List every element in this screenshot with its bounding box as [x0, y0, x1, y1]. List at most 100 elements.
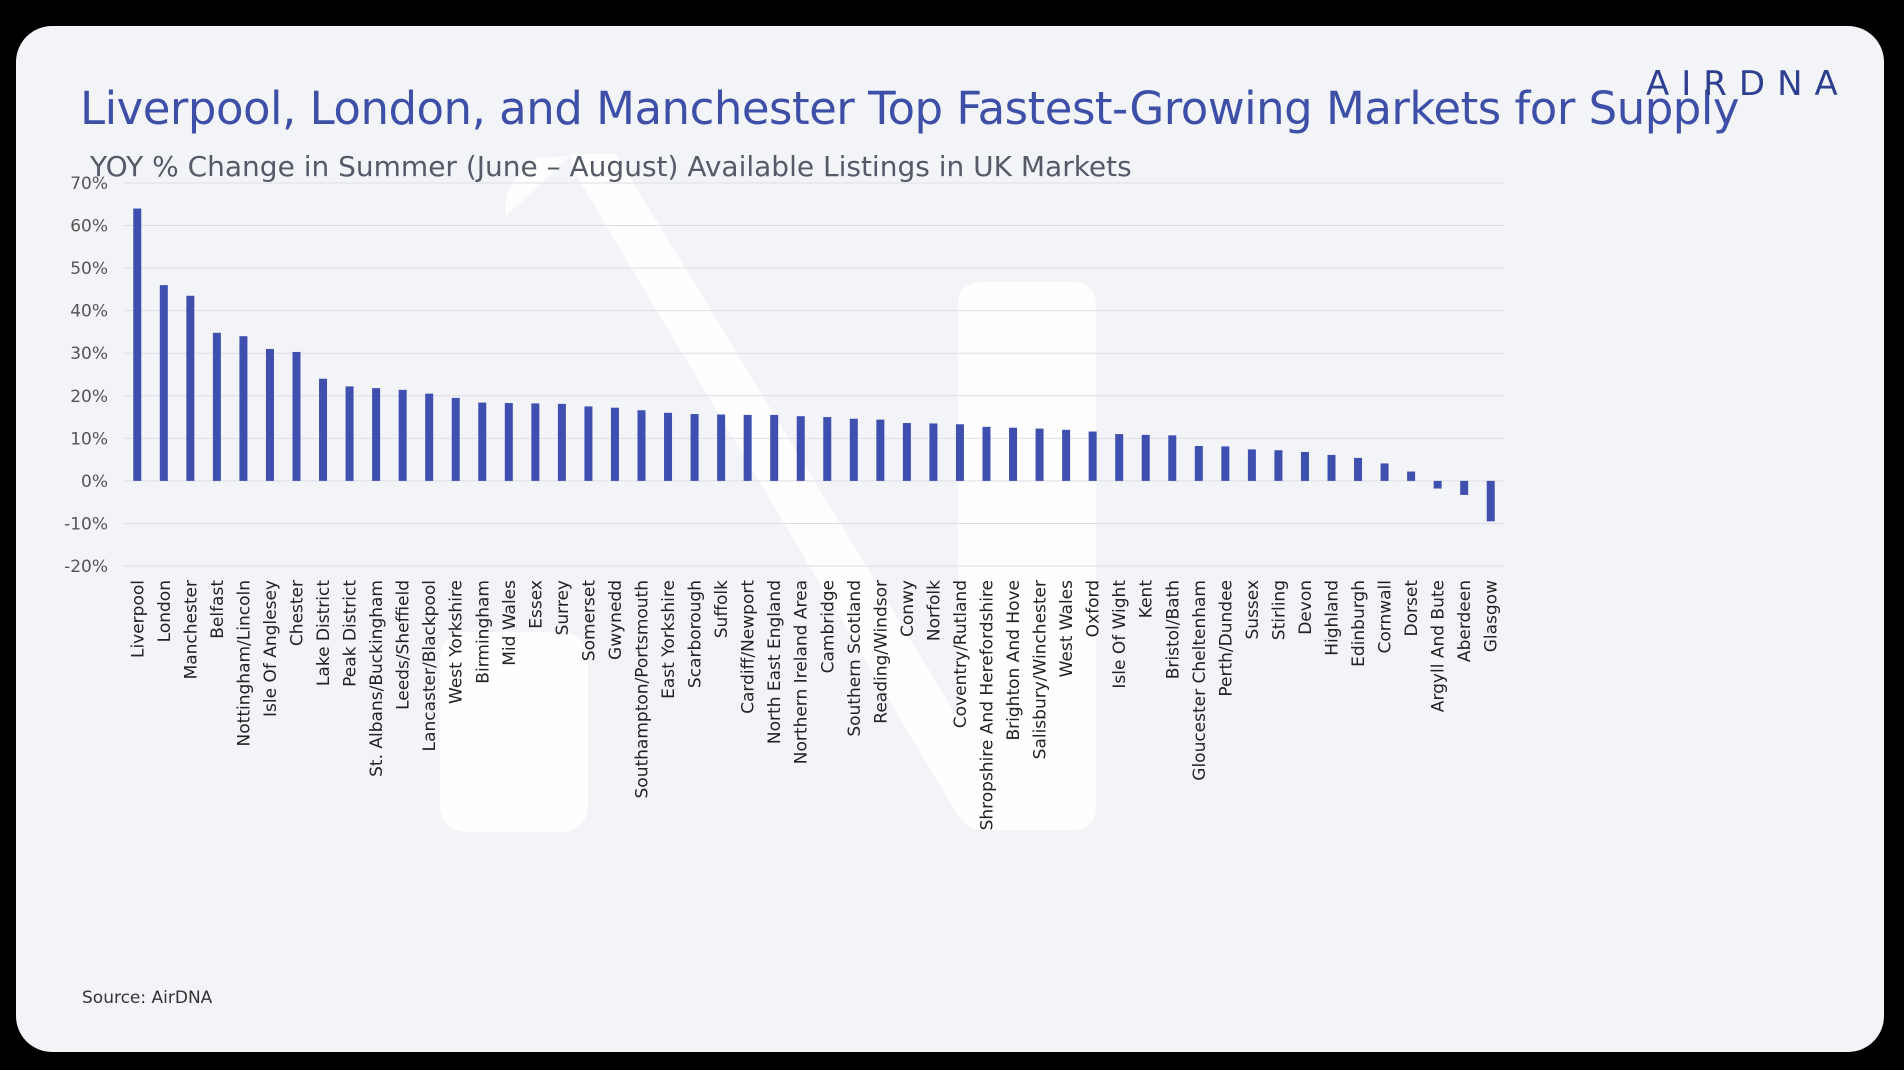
x-category-label: Somerset [579, 580, 599, 662]
x-category-label: Surrey [553, 580, 573, 635]
bar [982, 426, 991, 481]
bar [504, 403, 513, 481]
bar [1354, 457, 1363, 481]
bar [1168, 435, 1177, 481]
bar [425, 393, 434, 481]
x-category-label: London [155, 580, 175, 642]
chart-card: Liverpool, London, and Manchester Top Fa… [16, 26, 1884, 1052]
y-tick-label: 50% [70, 259, 108, 279]
x-category-label: Glasgow [1482, 580, 1502, 652]
bar [717, 414, 726, 481]
x-category-label: Lancaster/Blackpool [420, 580, 440, 751]
bar [1380, 463, 1389, 481]
bar [1009, 427, 1018, 481]
y-tick-label: 10% [70, 429, 108, 449]
bar [610, 407, 619, 481]
bar [212, 332, 221, 481]
source-note: Source: AirDNA [82, 988, 213, 1008]
x-category-label: Chester [288, 580, 308, 646]
chart-subtitle: YOY % Change in Summer (June – August) A… [90, 150, 1132, 183]
bar [770, 414, 779, 481]
x-category-label: North East England [765, 580, 785, 744]
bar [345, 386, 354, 481]
bar [372, 388, 381, 481]
x-category-label: Belfast [208, 580, 228, 639]
x-category-label: Aberdeen [1455, 580, 1475, 662]
y-tick-label: 0% [81, 472, 108, 492]
bar [876, 419, 885, 481]
bar [664, 412, 673, 481]
bar [1327, 454, 1336, 481]
bar [1460, 480, 1469, 495]
bar [955, 424, 964, 481]
x-category-label: Manchester [181, 580, 201, 679]
bar [1407, 471, 1416, 481]
bar [743, 414, 752, 481]
x-category-label: Southampton/Portsmouth [633, 580, 653, 798]
bar [929, 423, 938, 481]
x-category-label: Cardiff/Newport [739, 580, 759, 714]
x-category-label: Suffolk [712, 580, 732, 638]
bar [849, 418, 858, 481]
bar [1035, 428, 1044, 481]
bar [1115, 434, 1124, 481]
bar [1274, 450, 1283, 481]
bar [584, 406, 593, 481]
x-category-label: Bristol/Bath [1163, 580, 1183, 679]
bar [1486, 480, 1495, 522]
bar [451, 397, 460, 481]
bar [1194, 445, 1203, 481]
y-tick-label: 70% [70, 174, 108, 194]
x-category-label: Coventry/Rutland [951, 580, 971, 728]
x-category-label: Kent [1137, 580, 1157, 619]
x-category-label: Liverpool [128, 580, 148, 658]
x-category-label: Edinburgh [1349, 580, 1369, 667]
x-category-label: Perth/Dundee [1216, 580, 1236, 697]
x-category-label: Essex [526, 580, 546, 629]
bar [557, 403, 566, 481]
bar [239, 336, 248, 481]
x-category-label: Leeds/Sheffield [394, 580, 414, 710]
x-category-label: Peak District [341, 580, 361, 687]
bar [1221, 446, 1230, 481]
bar [292, 351, 301, 481]
watermark-logo-shape [440, 154, 1096, 832]
x-category-label: Gwynedd [606, 580, 626, 660]
x-category-label: Argyll And Bute [1429, 580, 1449, 712]
y-tick-label: 30% [70, 344, 108, 364]
bar [1433, 480, 1442, 489]
x-category-label: West Wales [1057, 580, 1077, 678]
x-category-label: Dorset [1402, 580, 1422, 637]
x-category-label: Brighton And Hove [1004, 580, 1024, 741]
bar [1088, 431, 1097, 481]
y-tick-label: 20% [70, 387, 108, 407]
x-category-label: Birmingham [473, 580, 493, 684]
bar [1300, 451, 1309, 481]
bar [902, 423, 911, 481]
x-category-label: Cambridge [818, 580, 838, 673]
bar [796, 416, 805, 481]
bar [186, 295, 195, 481]
bar [1062, 429, 1071, 481]
bar [398, 389, 407, 481]
y-tick-label: 60% [70, 217, 108, 237]
x-category-label: Lake District [314, 580, 334, 686]
x-category-label: Mid Wales [500, 580, 520, 666]
x-category-label: Conwy [898, 580, 918, 637]
x-category-label: West Yorkshire [447, 580, 467, 704]
bar [265, 348, 274, 481]
x-category-label: Shropshire And Herefordshire [978, 580, 998, 830]
x-category-label: Northern Ireland Area [792, 580, 812, 764]
chart-title: Liverpool, London, and Manchester Top Fa… [80, 82, 1740, 135]
bar [1141, 434, 1150, 481]
bar-chart: 70% 60% 50% 40% 30% 20% 10% 0% -10% -20% Liverpool… [64, 174, 1504, 830]
x-category-label: Sussex [1243, 580, 1263, 640]
x-category-label: Norfolk [924, 580, 944, 641]
x-category-label: Highland [1323, 580, 1343, 656]
x-category-label: Isle Of Wight [1110, 580, 1130, 689]
x-category-label: East Yorkshire [659, 580, 679, 699]
bar [1247, 449, 1256, 481]
x-category-label: Reading/Windsor [871, 580, 891, 724]
bar [159, 285, 168, 481]
y-tick-label: 40% [70, 302, 108, 322]
